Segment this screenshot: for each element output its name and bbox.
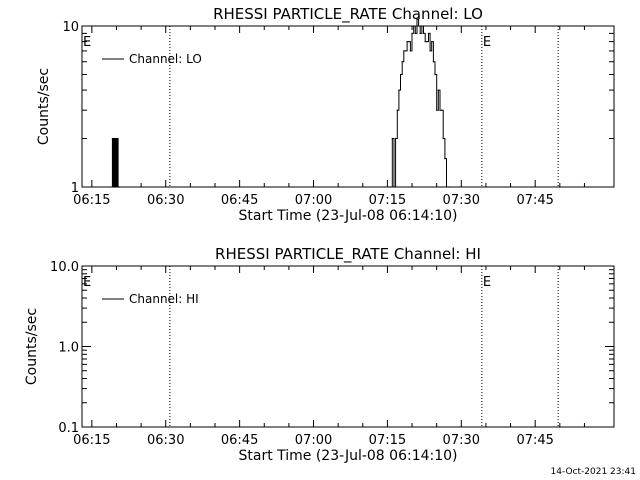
- data-point: [110, 186, 112, 188]
- x-tick-label: 06:15: [73, 433, 110, 448]
- data-point: [434, 73, 436, 76]
- data-point: [117, 186, 119, 188]
- y-tick-label: 10: [62, 20, 79, 35]
- data-point: [447, 186, 449, 188]
- y-axis-label: Counts/sec: [36, 68, 52, 145]
- series-line-0: [110, 18, 452, 188]
- legend-label: Channel: HI: [129, 292, 199, 306]
- legend-label: Channel: LO: [129, 52, 202, 66]
- data-point: [393, 186, 395, 188]
- x-tick-label: 07:15: [369, 433, 406, 448]
- data-point: [396, 109, 398, 111]
- data-point: [429, 50, 431, 52]
- x-axis-label: Start Time (23-Jul-08 06:14:10): [238, 448, 457, 464]
- x-axis-label: Start Time (23-Jul-08 06:14:10): [238, 208, 457, 224]
- data-point: [401, 61, 403, 63]
- y-tick-label: 1.0: [58, 341, 79, 356]
- x-tick-label: 06:15: [73, 193, 110, 208]
- event-label: E: [483, 35, 491, 50]
- data-point: [442, 137, 444, 140]
- data-point: [431, 41, 433, 43]
- data-point: [440, 109, 443, 111]
- data-point: [111, 137, 113, 140]
- data-point: [439, 109, 441, 111]
- x-tick-label: 06:45: [221, 433, 258, 448]
- x-tick-label: 07:45: [516, 433, 553, 448]
- data-point: [408, 41, 410, 43]
- data-point: [422, 32, 425, 34]
- x-tick-label: 07:00: [295, 433, 332, 448]
- data-point: [411, 32, 413, 34]
- data-point: [416, 18, 418, 20]
- data-point: [437, 89, 439, 91]
- data-point: [390, 186, 392, 188]
- x-tick-label: 07:30: [443, 433, 480, 448]
- data-point: [424, 41, 426, 43]
- data-point: [112, 186, 114, 188]
- y-tick-label: 10.0: [50, 260, 79, 275]
- plot-frame-1: [81, 265, 615, 428]
- y-axis-label: Counts/sec: [24, 308, 40, 385]
- data-point: [421, 25, 423, 27]
- data-point: [115, 186, 118, 188]
- x-tick-label: 07:45: [516, 193, 553, 208]
- data-point: [404, 50, 407, 52]
- footer-timestamp: 14-Oct-2021 23:41: [551, 467, 636, 477]
- data-point: [118, 186, 120, 188]
- data-point: [418, 25, 420, 27]
- y-tick-label: 1: [71, 181, 79, 196]
- data-point: [426, 41, 428, 43]
- data-point: [113, 137, 115, 140]
- x-tick-label: 06:30: [147, 193, 184, 208]
- chart-title: RHESSI PARTICLE_RATE Channel: HI: [215, 245, 481, 264]
- plot-frame-0: [81, 25, 615, 188]
- corner-event-label: E: [83, 275, 91, 290]
- x-tick-label: 07:30: [443, 193, 480, 208]
- data-point: [399, 73, 402, 76]
- data-point: [403, 50, 405, 52]
- data-point: [432, 61, 434, 63]
- data-point: [406, 41, 408, 43]
- x-tick-label: 06:30: [147, 433, 184, 448]
- data-point: [427, 32, 430, 34]
- data-point: [116, 137, 118, 140]
- data-point: [391, 137, 393, 140]
- x-tick-label: 07:00: [295, 193, 332, 208]
- event-label: E: [483, 275, 491, 290]
- data-point: [436, 109, 438, 111]
- data-point: [115, 137, 117, 140]
- data-point: [114, 186, 116, 188]
- data-point: [414, 32, 416, 34]
- data-point: [398, 89, 400, 91]
- data-point: [444, 158, 446, 160]
- data-point: [445, 186, 448, 188]
- x-tick-label: 07:15: [369, 193, 406, 208]
- data-point: [419, 32, 421, 34]
- data-point: [409, 50, 411, 52]
- chart-title: RHESSI PARTICLE_RATE Channel: LO: [213, 5, 483, 24]
- data-point: [395, 137, 397, 140]
- corner-event-label: E: [83, 35, 91, 50]
- data-point: [413, 25, 415, 27]
- x-tick-label: 06:45: [221, 193, 258, 208]
- y-tick-label: 0.1: [58, 421, 79, 436]
